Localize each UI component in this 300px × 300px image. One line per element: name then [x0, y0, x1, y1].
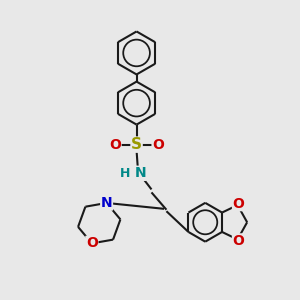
Text: O: O — [152, 138, 164, 152]
Text: H: H — [120, 167, 130, 180]
Text: O: O — [86, 236, 98, 250]
Text: O: O — [232, 196, 244, 211]
Text: N: N — [134, 166, 146, 180]
Text: O: O — [232, 234, 244, 248]
Text: O: O — [109, 138, 121, 152]
Text: S: S — [131, 137, 142, 152]
Text: N: N — [101, 196, 112, 210]
